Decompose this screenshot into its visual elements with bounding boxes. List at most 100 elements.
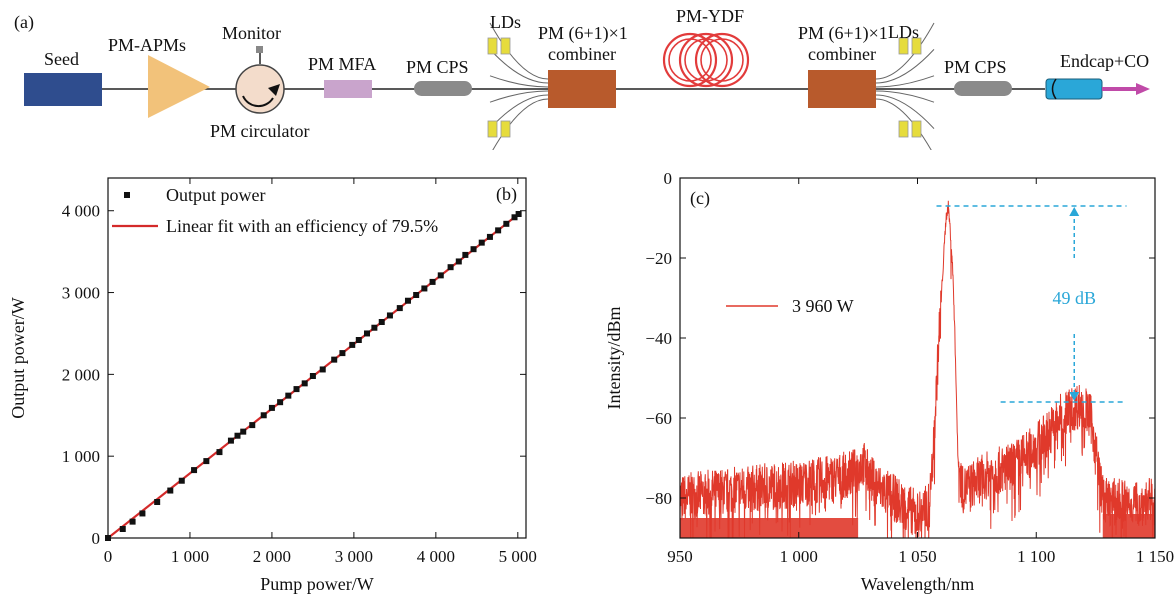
y-axis-label: Intensity/dBm [604, 307, 624, 410]
x-tick-label: 1 050 [898, 547, 936, 566]
y-tick-label: 0 [664, 169, 673, 188]
y-axis-label: Output power/W [8, 297, 28, 418]
data-point [234, 432, 241, 439]
y-tick-label: 0 [92, 529, 101, 548]
data-point [396, 305, 403, 312]
ld-pump [487, 120, 498, 138]
data-point [421, 285, 428, 292]
data-point [331, 356, 338, 363]
data-point [378, 319, 385, 325]
data-point [349, 341, 356, 348]
ld-pump [500, 37, 511, 55]
pump-fibers-2 [875, 22, 935, 150]
x-tick-label: 1 000 [780, 547, 818, 566]
x-tick-label: 4 000 [417, 547, 455, 566]
y-tick-label: 2 000 [62, 365, 100, 384]
circulator-arrowhead [268, 84, 280, 96]
y-tick-label: 3 000 [62, 284, 100, 303]
circulator-arrow [242, 95, 274, 108]
pump-fibers-1 [487, 22, 549, 150]
combiner-1 [548, 70, 616, 108]
data-point [216, 449, 223, 456]
data-point [495, 227, 502, 234]
data-point [129, 518, 136, 525]
monitor-port [256, 46, 263, 53]
y-tick-label: −20 [645, 249, 672, 268]
spectrum-group [680, 200, 1155, 538]
x-tick-label: 3 000 [335, 547, 373, 566]
data-point [386, 312, 393, 319]
lds-2-label: LDs [888, 22, 919, 42]
ld-pump [911, 120, 922, 138]
y-tick-label: 4 000 [62, 202, 100, 221]
ld-pump [500, 120, 511, 138]
monitor-label: Monitor [222, 23, 281, 43]
data-point [203, 458, 210, 465]
ydf-label: PM-YDF [676, 6, 744, 26]
spectrum-line [680, 200, 1155, 538]
output-arrowhead [1136, 83, 1150, 95]
combiner-2-label-line2: combiner [808, 44, 876, 64]
data-point [455, 258, 462, 265]
x-axis-label: Pump power/W [260, 574, 373, 594]
x-tick-label: 1 100 [1017, 547, 1055, 566]
seed-laser [24, 73, 102, 106]
mfa-label: PM MFA [308, 54, 376, 74]
cps-2 [954, 81, 1012, 96]
data-point [515, 211, 522, 217]
combiner-1-label-line1: PM (6+1)×1 [538, 23, 628, 44]
plot-frame [107, 177, 527, 539]
ld-pump [898, 120, 909, 138]
lds-1-label: LDs [490, 12, 521, 32]
data-point [371, 324, 378, 331]
data-point [301, 380, 308, 387]
data-point [285, 392, 292, 399]
data-point [178, 477, 185, 484]
x-tick-label: 1 000 [171, 547, 209, 566]
amplifier-triangle [148, 55, 210, 118]
data-point [139, 510, 146, 517]
x-axis-label: Wavelength/nm [861, 574, 975, 594]
data-point [503, 220, 510, 227]
data-point [486, 233, 493, 240]
ld-pump [487, 37, 498, 55]
pump-fiber [875, 90, 935, 103]
legend-label-output: Output power [166, 185, 265, 205]
data-point [447, 264, 454, 271]
ydf-coil [662, 32, 750, 88]
x-tick-label: 1 150 [1136, 547, 1174, 566]
pump-fiber [489, 90, 549, 103]
data-point [462, 251, 469, 258]
data-point [413, 292, 420, 298]
data-point [478, 239, 485, 246]
endcap-label: Endcap+CO [1060, 51, 1149, 71]
data-point [260, 412, 267, 419]
ydf-loop [662, 32, 718, 88]
pump-fiber [875, 98, 932, 150]
chart-c-spectrum: (c) 950 1 000 1 050 1 100 1 150 0 −20 −40 −60 −80 W… [604, 169, 1174, 594]
data-point [470, 246, 477, 253]
data-point [511, 214, 518, 221]
data-point [355, 337, 362, 343]
data-point [119, 526, 126, 532]
data-point [154, 499, 161, 505]
ld-pump [911, 37, 922, 55]
mfa-block [324, 80, 372, 98]
data-point [277, 399, 284, 406]
pump-fiber [875, 49, 935, 84]
spectrum-fill-right [1102, 514, 1155, 538]
annotation-arrowhead-up [1069, 207, 1080, 216]
data-point [339, 350, 346, 357]
x-tick-label: 950 [667, 547, 693, 566]
data-point [309, 373, 316, 379]
x-tick-label: 2 000 [253, 547, 291, 566]
legend-label-fit: Linear fit with an efficiency of 79.5% [166, 216, 438, 236]
y-tick-label: 1 000 [62, 447, 100, 466]
data-point [268, 404, 275, 411]
data-point [319, 366, 326, 373]
ydf-loop [694, 32, 750, 88]
cps-2-label: PM CPS [944, 57, 1007, 77]
pump-fiber [875, 22, 935, 80]
legend-label: 3 960 W [792, 296, 854, 316]
pump-fiber [492, 98, 549, 150]
